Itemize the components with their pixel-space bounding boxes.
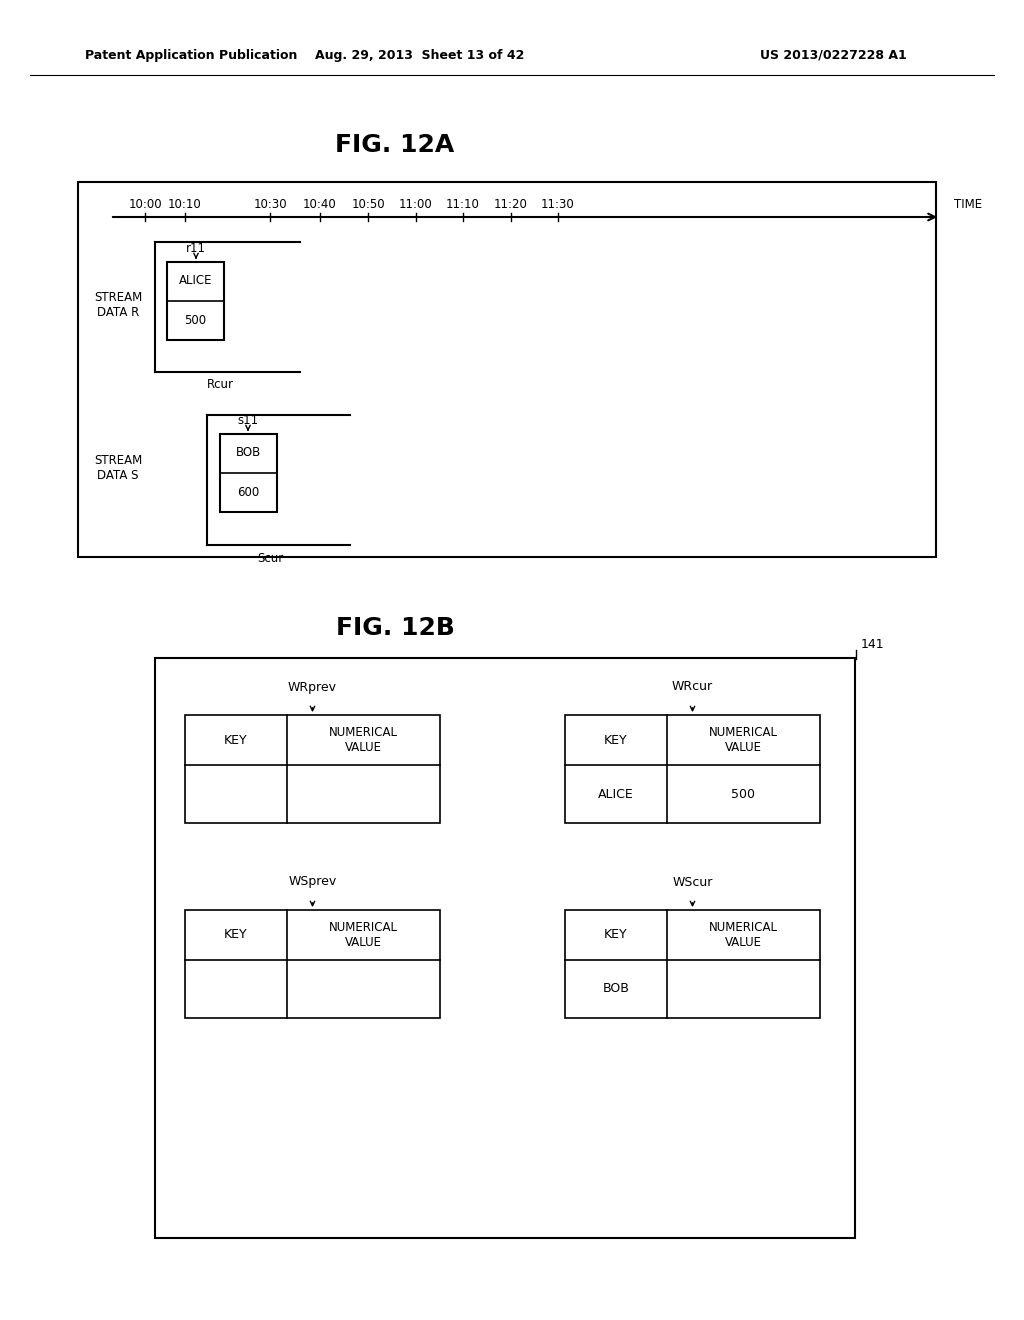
Text: Aug. 29, 2013  Sheet 13 of 42: Aug. 29, 2013 Sheet 13 of 42 [315, 49, 524, 62]
Text: KEY: KEY [224, 734, 248, 747]
Text: WRprev: WRprev [288, 681, 337, 693]
Text: Patent Application Publication: Patent Application Publication [85, 49, 297, 62]
Text: 11:20: 11:20 [494, 198, 528, 211]
Text: 500: 500 [184, 314, 207, 327]
Text: ALICE: ALICE [598, 788, 634, 800]
Text: FIG. 12B: FIG. 12B [336, 616, 455, 640]
Bar [155, 657, 855, 1238]
Text: 10:10: 10:10 [168, 198, 202, 211]
Text: NUMERICAL
VALUE: NUMERICAL VALUE [329, 726, 398, 754]
Text: KEY: KEY [224, 928, 248, 941]
Bar [565, 715, 820, 822]
Text: 141: 141 [860, 638, 884, 651]
Text: r11: r11 [186, 242, 206, 255]
Text: STREAM
DATA S: STREAM DATA S [94, 454, 142, 482]
Text: s11: s11 [238, 413, 259, 426]
Text: KEY: KEY [604, 928, 628, 941]
Text: 500: 500 [731, 788, 756, 800]
Bar [78, 182, 936, 557]
Text: ALICE: ALICE [179, 275, 212, 288]
Text: WRcur: WRcur [672, 681, 713, 693]
Text: Rcur: Rcur [207, 379, 233, 392]
Text: 600: 600 [238, 487, 260, 499]
Bar [185, 909, 440, 1018]
Text: 11:00: 11:00 [399, 198, 433, 211]
Text: NUMERICAL
VALUE: NUMERICAL VALUE [329, 921, 398, 949]
Text: TIME: TIME [954, 198, 982, 211]
Bar [167, 261, 224, 341]
Text: WScur: WScur [673, 875, 713, 888]
Text: 11:10: 11:10 [446, 198, 480, 211]
Text: 10:30: 10:30 [253, 198, 287, 211]
Text: FIG. 12A: FIG. 12A [336, 133, 455, 157]
Text: BOB: BOB [236, 446, 261, 459]
Bar [220, 434, 278, 512]
Text: 10:00: 10:00 [128, 198, 162, 211]
Bar [565, 909, 820, 1018]
Text: NUMERICAL
VALUE: NUMERICAL VALUE [709, 921, 778, 949]
Text: 11:30: 11:30 [541, 198, 574, 211]
Text: 10:50: 10:50 [351, 198, 385, 211]
Text: STREAM
DATA R: STREAM DATA R [94, 290, 142, 319]
Bar [185, 715, 440, 822]
Text: Scur: Scur [257, 552, 283, 565]
Text: WSprev: WSprev [289, 875, 337, 888]
Text: BOB: BOB [602, 982, 630, 995]
Text: NUMERICAL
VALUE: NUMERICAL VALUE [709, 726, 778, 754]
Text: 10:40: 10:40 [303, 198, 337, 211]
Text: KEY: KEY [604, 734, 628, 747]
Text: US 2013/0227228 A1: US 2013/0227228 A1 [760, 49, 906, 62]
